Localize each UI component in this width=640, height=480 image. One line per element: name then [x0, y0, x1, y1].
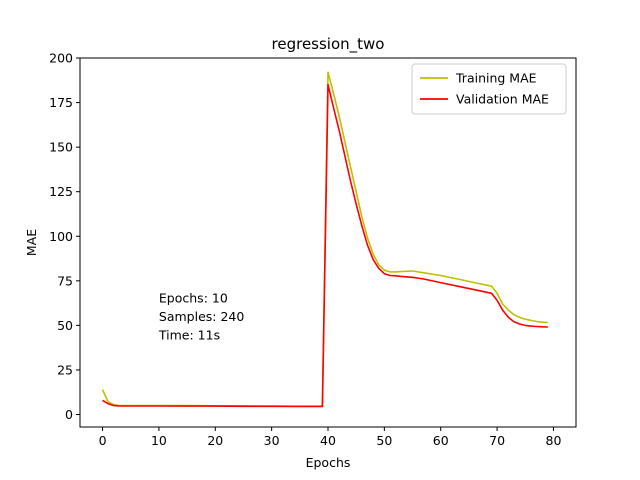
y-tick-label: 175 [49, 95, 73, 110]
chart-title: regression_two [272, 35, 385, 54]
x-tick-label: 60 [433, 433, 449, 448]
x-tick-label: 0 [99, 433, 107, 448]
y-tick-label: 125 [49, 184, 73, 199]
y-tick-label: 25 [57, 362, 73, 377]
annotation-line-3: Time: 11s [158, 328, 220, 343]
y-axis-label: MAE [24, 229, 39, 256]
annotation-line-1: Epochs: 10 [159, 291, 228, 306]
y-tick-label: 150 [49, 140, 73, 155]
legend-label-2: Validation MAE [456, 92, 549, 107]
x-tick-label: 30 [264, 433, 280, 448]
x-tick-label: 80 [546, 433, 562, 448]
plot-marks: 0 10 20 30 40 50 60 70 80 0 25 50 75 100 125 150 175 200 r… [24, 35, 577, 470]
y-tick-label: 100 [49, 229, 73, 244]
legend-box [411, 63, 567, 115]
y-tick-label: 75 [57, 273, 73, 288]
annotation-line-2: Samples: 240 [159, 309, 244, 324]
series-line-2 [102, 83, 548, 408]
y-tick-label: 200 [49, 51, 73, 66]
x-tick-label: 70 [489, 433, 505, 448]
y-tick-label: 0 [65, 407, 73, 422]
x-tick-label: 10 [151, 433, 167, 448]
x-axis-label: Epochs [306, 455, 351, 470]
legend-label-1: Training MAE [455, 71, 537, 86]
x-tick-label: 50 [376, 433, 392, 448]
y-tick-label: 50 [57, 318, 73, 333]
x-tick-label: 40 [320, 433, 336, 448]
x-tick-label: 20 [207, 433, 223, 448]
